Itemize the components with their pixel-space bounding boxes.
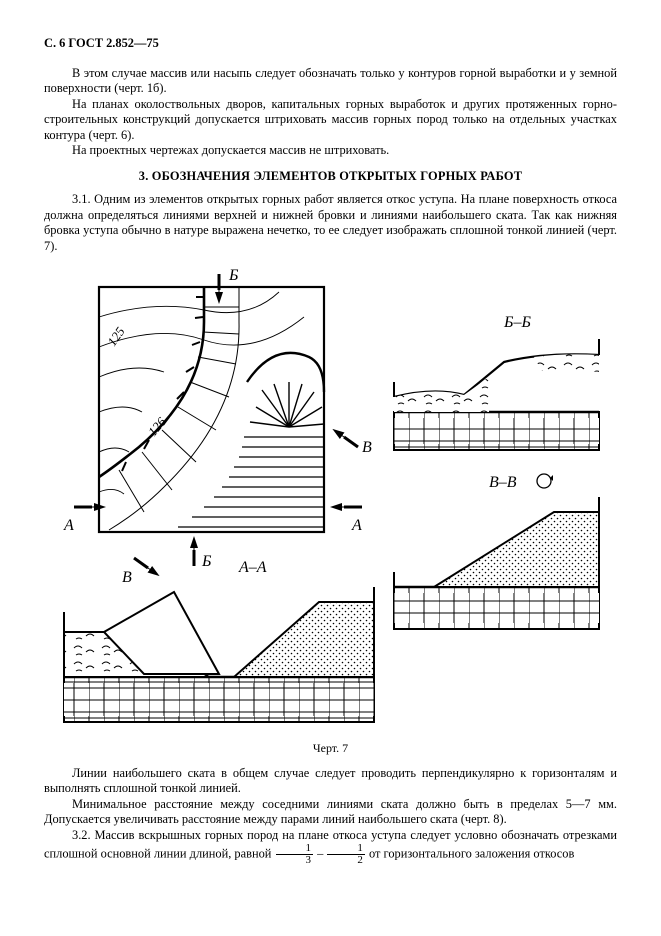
fraction-1-2: 12 xyxy=(326,843,366,866)
label-a-right: А xyxy=(351,517,362,534)
figure-7-svg: 125 126 xyxy=(44,262,604,732)
paragraph-3: На проектных чертежах допускается массив… xyxy=(44,143,617,159)
dim-126: 126 xyxy=(145,414,169,439)
page-header: С. 6 ГОСТ 2.852—75 xyxy=(44,36,617,52)
label-v-right: В xyxy=(362,439,372,456)
label-a-left: А xyxy=(63,517,74,534)
paragraph-6: Минимальное расстояние между соседними л… xyxy=(44,797,617,828)
paragraph-4: 3.1. Одним из элементов открытых горных … xyxy=(44,192,617,254)
label-v-left: В xyxy=(122,569,132,586)
label-aa: А–А xyxy=(238,559,267,576)
dash: – xyxy=(314,846,326,860)
section-bb: Б–Б xyxy=(394,314,599,450)
paragraph-7: 3.2. Массив вскрышных горных пород на пл… xyxy=(44,828,617,867)
p7-part-b: от горизонтального заложения откосов xyxy=(366,846,574,860)
label-bb: Б–Б xyxy=(503,314,531,331)
paragraph-2: На планах околоствольных дворов, капитал… xyxy=(44,97,617,144)
figure-7: 125 126 xyxy=(44,262,617,737)
figure-caption: Черт. 7 xyxy=(44,741,617,756)
label-b-top: Б xyxy=(228,267,239,284)
paragraph-1: В этом случае массив или насыпь следует … xyxy=(44,66,617,97)
dim-125: 125 xyxy=(104,324,128,349)
section-aa: А–А xyxy=(64,559,374,722)
section-vv: В–В xyxy=(394,474,599,629)
label-b-bottom: Б xyxy=(201,553,212,570)
section-title: 3. ОБОЗНАЧЕНИЯ ЭЛЕМЕНТОВ ОТКРЫТЫХ ГОРНЫХ… xyxy=(44,169,617,185)
label-vv: В–В xyxy=(489,474,517,491)
plan-view: 125 126 xyxy=(63,267,372,586)
fraction-1-3: 13 xyxy=(275,843,315,866)
page: С. 6 ГОСТ 2.852—75 В этом случае массив … xyxy=(0,0,661,936)
paragraph-5: Линии наибольшего ската в общем случае с… xyxy=(44,766,617,797)
